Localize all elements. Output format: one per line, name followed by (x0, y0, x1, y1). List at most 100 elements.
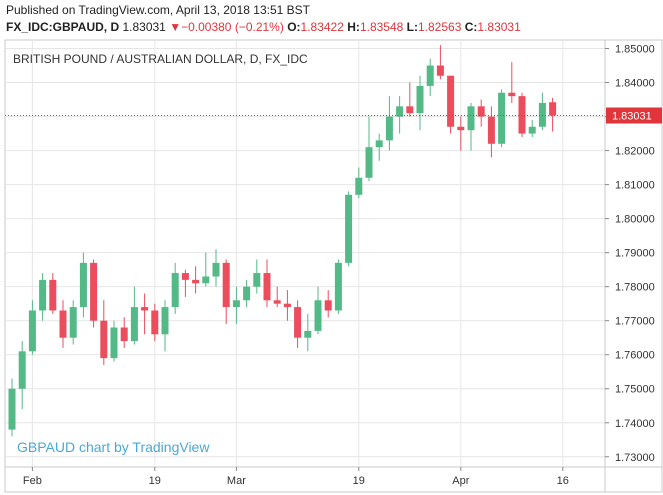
candle-body-up (212, 262, 220, 277)
candle (253, 259, 261, 294)
candle (365, 116, 373, 182)
candle (447, 75, 455, 134)
candle-body-down (487, 116, 495, 144)
ohlc-header: FX_IDC:GBPAUD, D 1.83031 ▼−0.00380 (−0.2… (6, 20, 521, 34)
candle-body-up (39, 279, 47, 311)
candle-body-up (355, 177, 363, 195)
y-tick-label: 1.74000 (615, 418, 655, 430)
last-price-tag-label: 1.83031 (612, 110, 652, 122)
candle-body-down (273, 300, 281, 304)
candle-body-up (202, 276, 210, 284)
change-value: −0.00380 (−0.21%) (181, 20, 284, 34)
y-tick-label: 1.75000 (615, 384, 655, 396)
candle (273, 286, 281, 308)
x-tick-label: Feb (23, 475, 42, 487)
candle-body-down (49, 279, 57, 311)
candle (151, 303, 159, 342)
candle-body-down (263, 273, 271, 301)
candle (426, 58, 434, 97)
candle-body-down (549, 102, 557, 116)
candle (130, 286, 138, 345)
candle (120, 317, 128, 348)
candle-body-down (477, 106, 485, 117)
candle (49, 273, 57, 314)
watermark: GBPAUD chart by TradingView (17, 439, 210, 455)
candle-body-up (171, 273, 179, 308)
candle (79, 252, 87, 318)
time-axis[interactable]: Feb 19 Mar 19 Apr 16 (23, 467, 569, 487)
candle-body-up (426, 65, 434, 86)
candle (263, 259, 271, 308)
y-tick-label: 1.77000 (615, 316, 655, 328)
candle-body-down (151, 310, 159, 335)
candle-body-up (498, 92, 506, 144)
candle (304, 313, 312, 352)
candle-body-down (141, 307, 149, 311)
candle (396, 96, 404, 134)
candle (8, 378, 16, 437)
candle-body-up (304, 330, 312, 338)
candle-body-down (59, 310, 67, 338)
candle-body-up (161, 307, 169, 335)
grid (5, 40, 605, 467)
candle (375, 133, 383, 161)
candle-body-up (79, 262, 87, 308)
published-line: Published on TradingView.com, April 13, … (6, 3, 310, 17)
candle (355, 167, 363, 199)
candle (314, 286, 322, 335)
candle (171, 262, 179, 314)
y-tick-label: 1.81000 (615, 180, 655, 192)
candle (518, 92, 526, 137)
last-price-tag (606, 107, 662, 124)
candle (161, 300, 169, 352)
candle-body-down (120, 327, 128, 342)
last-price: 1.83031 (122, 20, 166, 34)
candle-body-up (253, 273, 261, 287)
candle (110, 320, 118, 362)
candle-body-up (18, 351, 26, 389)
chart-frame (4, 39, 663, 493)
y-tick-label: 1.82000 (615, 146, 655, 158)
candle (243, 279, 251, 308)
high-value: 1.83548 (359, 20, 404, 34)
candle-body-up (385, 116, 393, 141)
price-axis[interactable]: 1.73000 1.74000 1.75000 1.76000 1.77000 1.780… (605, 44, 655, 464)
close-value: 1.83031 (477, 20, 521, 34)
candle (406, 82, 414, 117)
candle (212, 249, 220, 287)
y-tick-label: 1.79000 (615, 248, 655, 260)
candle (28, 300, 36, 355)
candle-body-up (396, 106, 404, 117)
x-tick-label: 19 (149, 475, 161, 487)
low-label: L: (406, 20, 418, 34)
candle (487, 106, 495, 158)
candle (508, 62, 516, 103)
chart-title: BRITISH POUND / AUSTRALIAN DOLLAR, D, FX… (13, 52, 308, 66)
candle (467, 102, 475, 151)
candle (232, 286, 240, 325)
candles (8, 45, 557, 437)
x-tick-label: 19 (353, 475, 365, 487)
candle-body-up (528, 126, 536, 134)
candle (18, 341, 26, 410)
candle (39, 273, 47, 321)
candle-body-up (243, 286, 251, 301)
candle-body-up (232, 300, 240, 308)
candle-body-up (110, 327, 118, 359)
candle-body-up (416, 85, 424, 114)
candle (141, 293, 149, 335)
candle-body-down (100, 320, 108, 359)
open-label: O: (287, 20, 301, 34)
candle (345, 191, 353, 267)
candle-body-up (334, 262, 342, 311)
y-tick-label: 1.78000 (615, 282, 655, 294)
candle (477, 99, 485, 127)
candle-body-up (365, 147, 373, 178)
candle-body-down (192, 279, 200, 284)
candle-body-down (181, 273, 189, 280)
candle-body-up (314, 300, 322, 331)
candle-body-down (508, 92, 516, 97)
candle (457, 116, 465, 151)
candle (181, 269, 189, 297)
